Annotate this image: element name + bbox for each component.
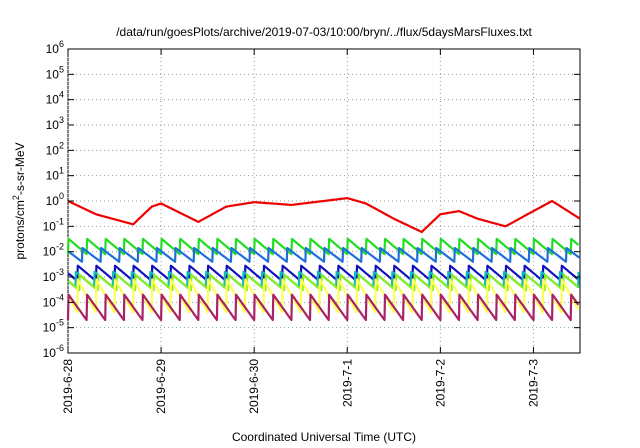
x-tick-label: 2019-7-1 bbox=[340, 359, 354, 407]
series-line-1 bbox=[67, 197, 581, 234]
x-tick-label: 2019-6-29 bbox=[154, 359, 168, 414]
series-line-7 bbox=[67, 278, 580, 314]
y-tick-label: 105 bbox=[46, 64, 64, 81]
series-line-8 bbox=[66, 293, 580, 322]
y-tick-label: 10-1 bbox=[43, 216, 64, 233]
chart-title: /data/run/goesPlots/archive/2019-07-03/1… bbox=[116, 25, 532, 39]
y-tick-label: 10-4 bbox=[43, 292, 64, 309]
x-tick-label: 2019-6-30 bbox=[247, 359, 261, 414]
series-line-2 bbox=[66, 237, 580, 256]
y-tick-label: 103 bbox=[46, 115, 64, 132]
y-tick-label: 104 bbox=[46, 90, 64, 107]
plot-area: 10-6 10-5 10-4 10-3 10-2 10-1 100 101 102 103 104 1… bbox=[43, 39, 581, 414]
series-line-3 bbox=[68, 246, 580, 263]
x-tick-label: 2019-7-3 bbox=[526, 359, 540, 407]
x-axis-label: Coordinated Universal Time (UTC) bbox=[232, 430, 416, 444]
y-tick-label: 101 bbox=[46, 166, 64, 183]
x-axis-ticks: 2019-6-28 2019-6-29 2019-6-30 2019-7-1 2019-… bbox=[61, 49, 540, 414]
y-tick-label: 10-5 bbox=[43, 318, 64, 335]
y-tick-label: 10-6 bbox=[43, 343, 64, 360]
series-line-6 bbox=[67, 273, 579, 292]
x-tick-label: 2019-7-2 bbox=[433, 359, 447, 407]
y-tick-label: 10-2 bbox=[43, 242, 64, 259]
y-tick-label: 102 bbox=[46, 140, 64, 157]
y-tick-label: 100 bbox=[46, 191, 64, 208]
y-tick-label: 106 bbox=[46, 39, 64, 56]
y-tick-label: 10-3 bbox=[43, 267, 64, 284]
series-line-4 bbox=[67, 264, 579, 282]
series-layer bbox=[66, 197, 581, 322]
y-axis-ticks: 10-6 10-5 10-4 10-3 10-2 10-1 100 101 102 103 104 1… bbox=[43, 39, 580, 360]
x-tick-label: 2019-6-28 bbox=[61, 359, 75, 414]
y-axis-label: protons/cm2-s-sr-MeV bbox=[11, 142, 27, 259]
